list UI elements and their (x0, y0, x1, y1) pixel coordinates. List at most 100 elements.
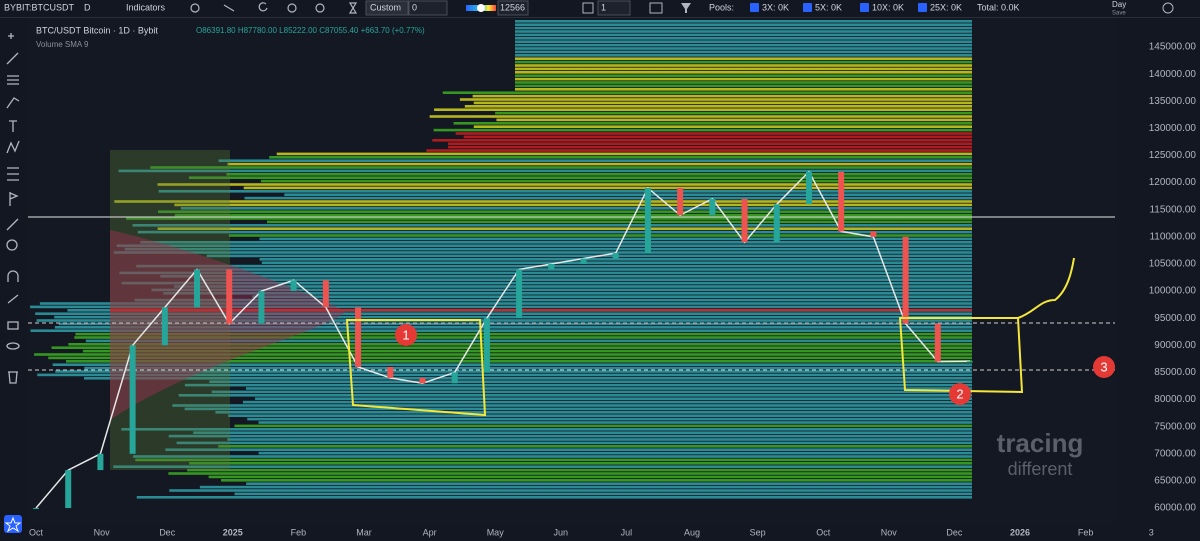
candle (644, 188, 651, 254)
slider-input-text: 12566 (500, 2, 525, 12)
tool-ruler[interactable] (6, 218, 19, 231)
heat-row (198, 268, 972, 271)
preset-input[interactable] (408, 0, 448, 16)
heat-row (448, 145, 972, 149)
heat-row (433, 128, 973, 132)
heat-row (234, 492, 972, 496)
price-label: 140000.00 (1149, 69, 1197, 80)
heat-row (258, 421, 973, 424)
heat-row (463, 135, 972, 139)
palette-icon[interactable] (315, 3, 325, 13)
heat-row (261, 261, 972, 264)
volume-profile (110, 230, 345, 420)
time-label: 2025 (223, 527, 243, 537)
heat-row (244, 196, 973, 200)
pool-checkbox[interactable] (860, 3, 869, 12)
tool-trash[interactable] (8, 371, 18, 384)
heat-row (464, 105, 972, 108)
heat-row (260, 179, 972, 183)
pool-label: 3X: 0K (762, 2, 789, 12)
pool-checkbox[interactable] (750, 3, 759, 12)
time-label: Sep (750, 527, 766, 537)
heat-row (515, 37, 972, 40)
layers-input[interactable] (597, 0, 631, 16)
tool-flag[interactable] (9, 192, 19, 206)
tool-magnet[interactable] (7, 270, 19, 282)
heat-row (515, 33, 972, 37)
layers-icon[interactable] (582, 2, 594, 14)
heat-row (515, 23, 972, 26)
heat-row (515, 74, 972, 77)
heat-row (255, 397, 972, 400)
pool-checkbox[interactable] (918, 3, 927, 12)
heat-row (515, 30, 972, 33)
tool-brush[interactable] (6, 97, 20, 109)
indicators-button[interactable]: Indicators (126, 2, 166, 12)
time-label: Apr (423, 527, 437, 537)
list-icon[interactable] (649, 2, 663, 14)
hide-icon[interactable] (223, 4, 235, 12)
time-label: Aug (684, 527, 700, 537)
tool-prediction[interactable] (7, 167, 19, 181)
heat-row (495, 111, 972, 115)
layout-name[interactable]: Day (1112, 0, 1126, 9)
heat-row (114, 200, 973, 203)
layout-save[interactable]: Save (1112, 11, 1126, 17)
heat-row (226, 173, 973, 176)
filter-icon[interactable] (681, 3, 691, 13)
tool-pencil[interactable] (7, 294, 19, 304)
heat-row (193, 431, 972, 434)
heat-row (243, 186, 973, 190)
legend-title: BTC/USDT Bitcoin · 1D · Bybit (36, 25, 158, 35)
tool-fib[interactable] (7, 75, 19, 85)
heat-row (515, 84, 972, 88)
tool-line[interactable] (6, 52, 19, 65)
candle (33, 508, 39, 510)
heat-row (126, 217, 972, 220)
settings-button[interactable] (1162, 2, 1174, 14)
price-label: 145000.00 (1149, 42, 1197, 53)
tool-eye[interactable] (6, 342, 20, 350)
heat-row (157, 183, 972, 186)
pool-checkbox[interactable] (803, 3, 812, 12)
tool-crosshair[interactable] (8, 33, 14, 39)
block-icon[interactable] (287, 3, 297, 13)
tool-zoom[interactable] (6, 239, 18, 251)
heat-row (267, 220, 972, 224)
heat-row (55, 370, 973, 373)
preset-select[interactable] (365, 0, 409, 16)
candle (483, 318, 490, 373)
tool-pattern[interactable] (6, 140, 20, 154)
tool-lock[interactable] (7, 321, 19, 330)
heat-row (215, 411, 973, 414)
time-label: Oct (29, 527, 44, 537)
candle (97, 453, 104, 471)
heat-row (134, 298, 973, 302)
heat-row (189, 462, 973, 465)
time-label: Nov (94, 527, 111, 537)
price-label: 80000.00 (1154, 394, 1196, 405)
slider-thumb[interactable] (477, 4, 485, 12)
star-icon (4, 516, 22, 533)
slider-input[interactable] (497, 0, 529, 16)
heat-row (30, 329, 972, 332)
time-label: Dec (946, 527, 963, 537)
heat-row (284, 193, 972, 196)
symbol[interactable]: BYBIT:BTCUSDT (4, 2, 75, 12)
timer-icon[interactable] (348, 2, 358, 14)
heat-row (135, 458, 973, 462)
heat-row (429, 115, 972, 118)
price-label: 100000.00 (1149, 286, 1197, 297)
heat-row (515, 64, 972, 67)
interval[interactable]: D (84, 2, 91, 12)
tool-text[interactable] (9, 120, 17, 132)
candle (967, 361, 973, 363)
candle (870, 231, 877, 237)
settings-icon[interactable] (190, 3, 200, 13)
candle (516, 269, 523, 319)
refresh-icon[interactable] (258, 2, 268, 12)
heat-row (75, 332, 972, 336)
heat-row (165, 448, 972, 451)
heat-row (432, 139, 973, 142)
pool-label: 25X: 0K (930, 2, 962, 12)
